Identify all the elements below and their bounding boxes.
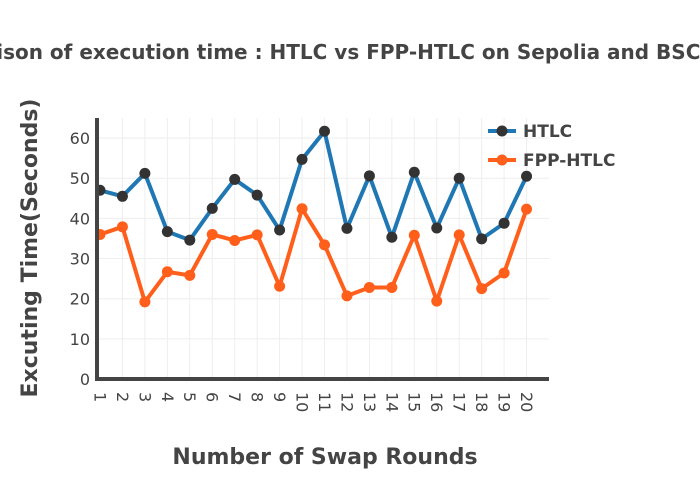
chart-title: Comparison of execution time : HTLC vs F…: [0, 40, 700, 64]
data-point-fpp-htlc[interactable]: [116, 221, 128, 233]
x-tick-label: 1: [90, 392, 109, 402]
data-point-htlc[interactable]: [498, 217, 510, 229]
data-point-fpp-htlc[interactable]: [229, 234, 241, 246]
data-point-fpp-htlc[interactable]: [453, 229, 465, 241]
data-point-htlc[interactable]: [184, 234, 196, 246]
data-point-htlc[interactable]: [95, 184, 106, 196]
data-point-htlc[interactable]: [229, 173, 241, 185]
x-tick-label: 8: [248, 392, 267, 402]
legend-marker-fpp-htlc: [496, 154, 508, 166]
y-axis-label: Excuting Time(Seconds): [18, 99, 43, 398]
grid-lines: [97, 118, 549, 379]
data-point-htlc[interactable]: [386, 231, 398, 243]
x-tick-label: 3: [135, 392, 154, 402]
data-point-fpp-htlc[interactable]: [184, 269, 196, 281]
y-tick-label: 40: [70, 209, 90, 228]
legend-item-fpp-htlc[interactable]: FPP-HTLC: [488, 151, 615, 171]
data-point-htlc[interactable]: [476, 233, 488, 245]
y-tick-label: 10: [70, 330, 90, 349]
data-point-fpp-htlc[interactable]: [139, 296, 151, 308]
y-tick-labels: 0 10 20 30 40 50 60: [70, 129, 90, 389]
data-point-htlc[interactable]: [274, 224, 286, 236]
y-tick-label: 20: [70, 290, 90, 309]
data-point-htlc[interactable]: [408, 166, 420, 178]
legend-marker-htlc: [496, 125, 508, 137]
data-point-fpp-htlc[interactable]: [521, 203, 533, 215]
data-point-htlc[interactable]: [453, 172, 465, 184]
x-tick-label: 12: [337, 392, 356, 412]
data-point-fpp-htlc[interactable]: [498, 267, 510, 279]
x-tick-label: 5: [180, 392, 199, 402]
data-point-fpp-htlc[interactable]: [386, 281, 398, 293]
data-point-fpp-htlc[interactable]: [431, 295, 443, 307]
data-point-htlc[interactable]: [431, 222, 443, 234]
data-point-fpp-htlc[interactable]: [408, 229, 420, 241]
data-point-htlc[interactable]: [363, 170, 375, 182]
x-tick-label: 7: [225, 392, 244, 402]
x-tick-label: 11: [315, 392, 334, 412]
data-point-htlc[interactable]: [161, 226, 173, 238]
data-point-fpp-htlc[interactable]: [341, 290, 353, 302]
x-tick-label: 13: [360, 392, 379, 412]
x-tick-label: 4: [158, 392, 177, 402]
x-tick-label: 9: [270, 392, 289, 402]
y-tick-label: 60: [70, 129, 90, 148]
x-tick-label: 10: [292, 392, 311, 412]
data-point-htlc[interactable]: [116, 190, 128, 202]
data-point-htlc[interactable]: [521, 170, 533, 182]
legend-item-htlc[interactable]: HTLC: [488, 122, 572, 142]
data-point-htlc[interactable]: [341, 222, 353, 234]
y-tick-label: 0: [80, 370, 90, 389]
legend[interactable]: HTLC FPP-HTLC: [488, 122, 615, 171]
x-tick-label: 19: [495, 392, 514, 412]
x-axis-label: Number of Swap Rounds: [172, 445, 477, 470]
x-tick-label: 15: [405, 392, 424, 412]
data-point-fpp-htlc[interactable]: [251, 229, 263, 241]
data-point-htlc[interactable]: [206, 202, 218, 214]
data-point-fpp-htlc[interactable]: [161, 266, 173, 278]
data-point-fpp-htlc[interactable]: [296, 203, 308, 215]
series-layer: [95, 125, 533, 308]
data-point-htlc[interactable]: [319, 125, 330, 137]
x-tick-label: 18: [472, 392, 491, 412]
data-point-htlc[interactable]: [139, 167, 151, 179]
data-point-fpp-htlc[interactable]: [274, 280, 286, 292]
x-tick-label: 20: [517, 392, 536, 412]
x-tick-label: 2: [113, 392, 132, 402]
y-tick-label: 30: [70, 250, 90, 269]
data-point-fpp-htlc[interactable]: [95, 228, 106, 240]
x-tick-label: 6: [203, 392, 222, 402]
x-tick-label: 16: [427, 392, 446, 412]
data-point-fpp-htlc[interactable]: [319, 239, 330, 251]
data-point-htlc[interactable]: [296, 153, 308, 165]
data-point-fpp-htlc[interactable]: [476, 283, 488, 295]
data-point-fpp-htlc[interactable]: [206, 228, 218, 240]
y-tick-label: 50: [70, 169, 90, 188]
legend-label-htlc: HTLC: [523, 122, 572, 142]
x-tick-label: 14: [382, 392, 401, 412]
legend-label-fpp-htlc: FPP-HTLC: [523, 151, 615, 171]
data-point-fpp-htlc[interactable]: [363, 281, 375, 293]
x-tick-label: 17: [450, 392, 469, 412]
data-point-htlc[interactable]: [251, 189, 263, 201]
x-tick-labels: 1 2 3 4 5 6 7 8 9 10 11 12 13 14 15 16 17 18 19 20: [90, 392, 536, 412]
